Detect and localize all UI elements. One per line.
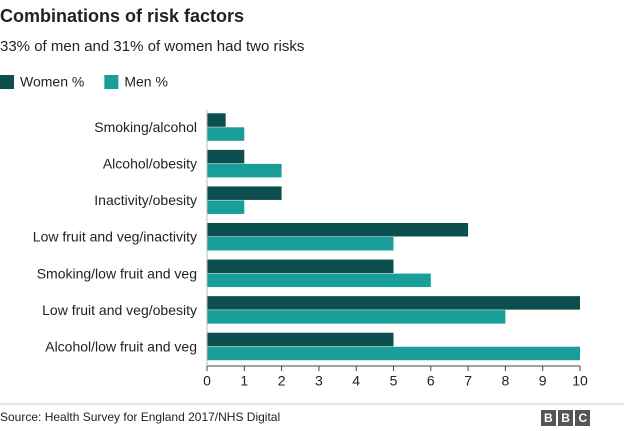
logo: BBC (544, 411, 596, 425)
source: Source: Health Survey for England 2017/N… (0, 410, 280, 424)
y-tick-label: Smoking/alcohol (94, 119, 197, 135)
logo-box (558, 410, 573, 426)
bar (207, 332, 394, 347)
x-tick-label: 7 (464, 373, 472, 389)
logo-box (575, 410, 590, 426)
x-tick-label: 0 (203, 373, 211, 389)
x-tick-label: 5 (390, 373, 398, 389)
y-tick-label: Inactivity/obesity (94, 192, 197, 208)
legend-label: Women % (20, 74, 84, 90)
bar (207, 310, 506, 324)
bar (207, 186, 282, 200)
x-tick-label: 4 (352, 373, 360, 389)
legend-label: Men % (124, 74, 168, 90)
legend-swatch (104, 75, 119, 89)
bar (207, 113, 226, 127)
bar (207, 223, 469, 237)
legend-swatch (0, 75, 14, 89)
x-tick-label: 9 (539, 373, 547, 389)
bar (207, 237, 394, 251)
x-tick-label: 8 (502, 373, 510, 389)
y-tick-label: Alcohol/obesity (103, 156, 197, 172)
logo-box (541, 410, 556, 426)
x-tick-label: 2 (278, 373, 286, 389)
x-tick-label: 10 (572, 373, 588, 389)
x-tick-label: 1 (240, 373, 248, 389)
bar (207, 163, 282, 178)
bar (207, 127, 245, 141)
bar (207, 200, 245, 214)
x-tick-label: 6 (427, 373, 435, 389)
x-tick-label: 3 (315, 373, 323, 389)
bar (207, 259, 394, 274)
y-tick-label: Alcohol/low fruit and veg (45, 338, 197, 354)
chart-subtitle: 33% of men and 31% of women had two risk… (0, 38, 304, 55)
bar (207, 149, 245, 164)
y-tick-label: Low fruit and veg/inactivity (33, 229, 197, 245)
bar (207, 346, 580, 361)
bar (207, 273, 431, 288)
bar (207, 296, 580, 310)
y-tick-label: Smoking/low fruit and veg (37, 265, 197, 281)
chart-title: Combinations of risk factors (0, 6, 244, 26)
y-tick-label: Low fruit and veg/obesity (42, 302, 197, 318)
